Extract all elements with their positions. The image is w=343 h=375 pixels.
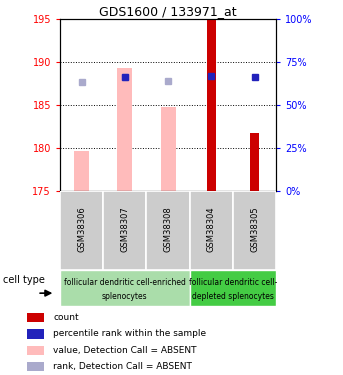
- Title: GDS1600 / 133971_at: GDS1600 / 133971_at: [99, 4, 237, 18]
- Text: value, Detection Call = ABSENT: value, Detection Call = ABSENT: [54, 346, 197, 355]
- Text: follicular dendritic cell-: follicular dendritic cell-: [189, 278, 277, 287]
- Bar: [190, 270, 276, 306]
- Text: splenocytes: splenocytes: [102, 292, 148, 301]
- Bar: [250, 133, 259, 191]
- Bar: [27, 346, 44, 355]
- Bar: [190, 191, 233, 270]
- Text: GSM38305: GSM38305: [250, 206, 259, 252]
- Text: follicular dendritic cell-enriched: follicular dendritic cell-enriched: [64, 278, 186, 287]
- Text: rank, Detection Call = ABSENT: rank, Detection Call = ABSENT: [54, 362, 192, 371]
- Bar: [60, 191, 103, 270]
- Text: depleted splenocytes: depleted splenocytes: [192, 292, 274, 301]
- Bar: [60, 270, 190, 306]
- Bar: [161, 107, 176, 191]
- Bar: [233, 191, 276, 270]
- Bar: [103, 191, 146, 270]
- Text: GSM38307: GSM38307: [120, 206, 129, 252]
- Bar: [206, 21, 216, 191]
- Bar: [27, 329, 44, 339]
- Bar: [74, 151, 89, 191]
- Text: GSM38304: GSM38304: [207, 206, 216, 252]
- Bar: [117, 68, 132, 191]
- Bar: [27, 362, 44, 371]
- Text: GSM38308: GSM38308: [164, 206, 173, 252]
- Text: cell type: cell type: [3, 275, 45, 285]
- Text: count: count: [54, 313, 79, 322]
- Text: GSM38306: GSM38306: [77, 206, 86, 252]
- Bar: [146, 191, 190, 270]
- Text: percentile rank within the sample: percentile rank within the sample: [54, 330, 206, 339]
- Bar: [27, 313, 44, 322]
